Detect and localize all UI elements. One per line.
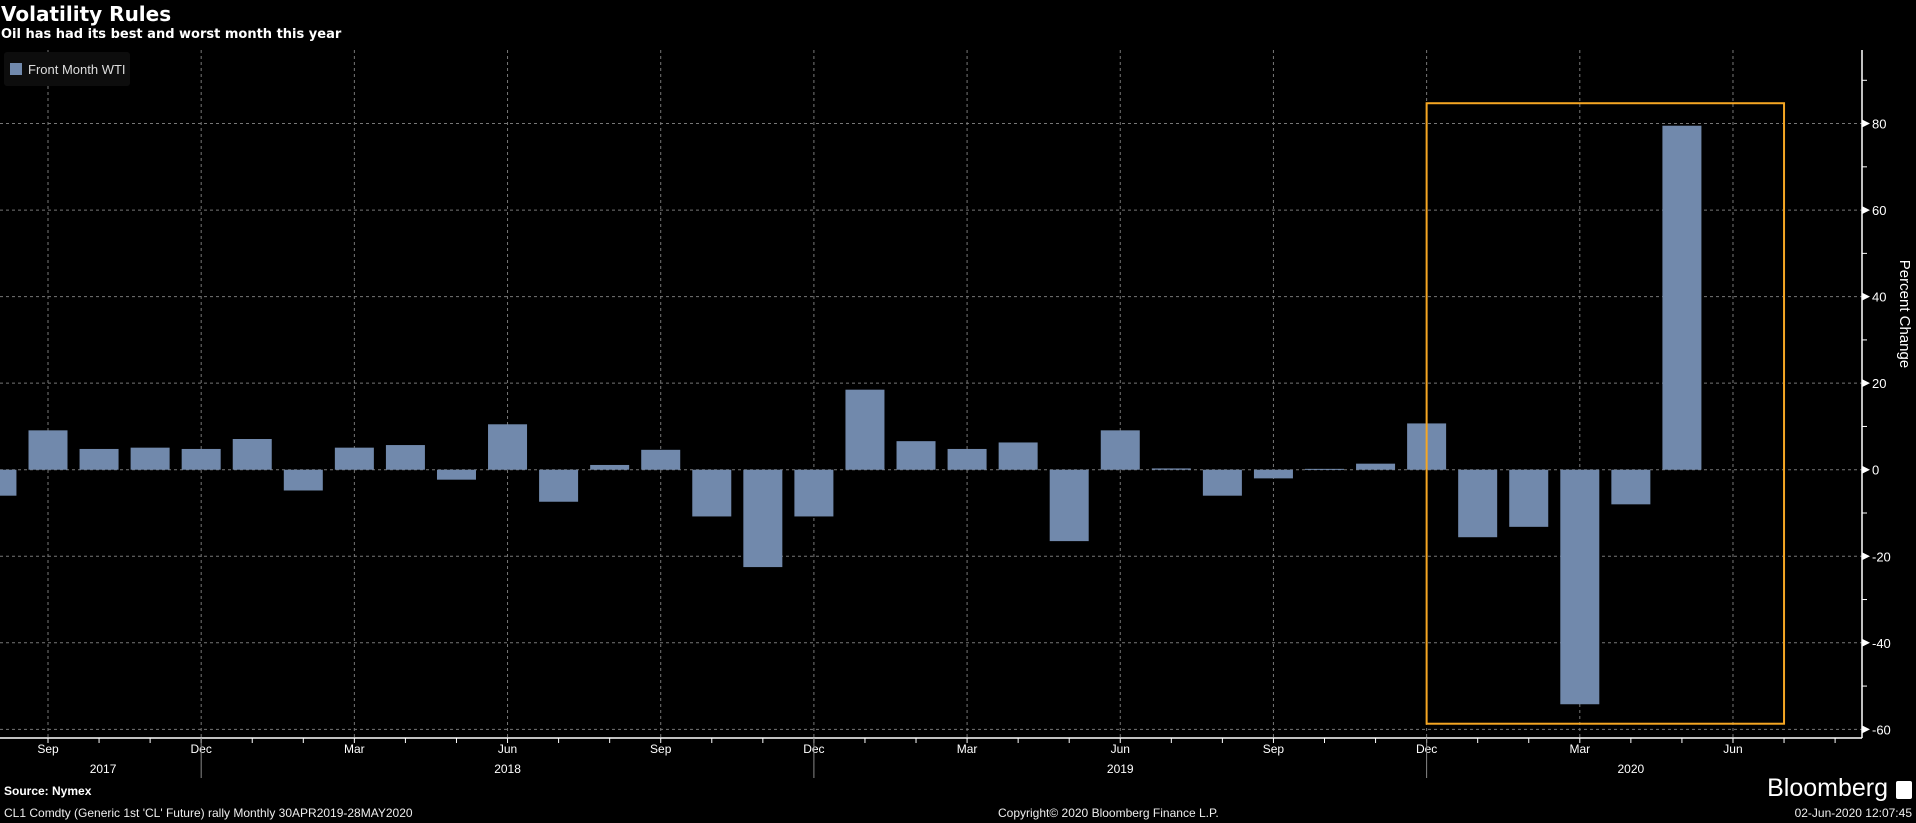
bar-2019-02	[896, 441, 936, 470]
bar-2020-05	[1662, 125, 1702, 470]
chart-subtitle: Oil has had its best and worst month thi…	[1, 27, 342, 42]
bar-2018-01	[232, 439, 272, 470]
bar-2017-09	[28, 430, 68, 470]
bar-2019-09	[1253, 469, 1293, 479]
x-month-label: Sep	[650, 742, 672, 756]
bar-2017-10	[79, 448, 119, 470]
y-tick-marker	[1862, 119, 1870, 128]
bar-2017-12	[181, 448, 221, 470]
bar-2018-02	[283, 469, 323, 491]
x-month-label: Sep	[37, 742, 59, 756]
bar-2020-01	[1458, 469, 1498, 538]
y-tick-label: -20	[1872, 549, 1891, 564]
timestamp: 02-Jun-2020 12:07:45	[1794, 806, 1912, 820]
chart-title: Volatility Rules	[1, 2, 172, 26]
y-tick-marker	[1862, 465, 1870, 474]
bar-2018-11	[743, 469, 783, 568]
bar-2018-08	[590, 464, 630, 470]
x-month-label: Jun	[1111, 742, 1130, 756]
y-tick-label: -60	[1872, 722, 1891, 737]
bar-2019-07	[1151, 468, 1191, 470]
y-tick-label: -40	[1872, 636, 1891, 651]
x-year-label: 2018	[494, 762, 521, 776]
x-year-label: 2019	[1107, 762, 1134, 776]
x-year-label: 2017	[90, 762, 117, 776]
y-tick-label: 20	[1872, 376, 1886, 391]
x-year-label: 2020	[1618, 762, 1645, 776]
y-tick-label: 40	[1872, 290, 1886, 305]
x-month-label: Mar	[344, 742, 365, 756]
bar-2019-05	[1049, 469, 1089, 542]
bar-2018-05	[436, 469, 476, 480]
bar-2018-09	[641, 449, 681, 470]
y-tick-marker	[1862, 292, 1870, 301]
source-note: Source: Nymex	[4, 784, 92, 798]
x-month-label: Mar	[957, 742, 978, 756]
y-axis-label: Percent Change	[1896, 260, 1913, 368]
y-tick-marker	[1862, 638, 1870, 647]
series-description: CL1 Comdty (Generic 1st 'CL' Future) ral…	[4, 806, 413, 820]
bar-2018-12	[794, 469, 834, 517]
bar-2019-03	[947, 448, 987, 470]
x-month-label: Jun	[1723, 742, 1742, 756]
bar-2017-11	[130, 447, 170, 470]
bloomberg-logo-icon	[1896, 781, 1912, 799]
y-tick-marker	[1862, 379, 1870, 388]
x-month-label: Mar	[1569, 742, 1590, 756]
bloomberg-logo: Bloomberg	[1767, 774, 1888, 802]
y-tick-marker	[1862, 725, 1870, 734]
y-tick-label: 0	[1872, 463, 1879, 478]
bar-2019-01	[845, 389, 885, 470]
bar-2018-07	[539, 469, 579, 502]
bar-2019-08	[1202, 469, 1242, 496]
bar-2019-06	[1100, 430, 1140, 470]
legend-label: Front Month WTI	[28, 61, 126, 77]
legend: Front Month WTI	[4, 52, 130, 86]
x-month-label: Jun	[498, 742, 517, 756]
bar-2018-06	[488, 424, 528, 470]
bar-2020-04	[1611, 469, 1651, 505]
bar-2019-11	[1356, 463, 1396, 470]
bar-2019-04	[998, 442, 1038, 470]
x-month-label: Sep	[1263, 742, 1285, 756]
bar-2018-10	[692, 469, 732, 517]
bar-2018-04	[385, 445, 425, 470]
legend-swatch	[10, 63, 22, 75]
bar-2017-08	[0, 469, 17, 496]
bar-2019-10	[1305, 468, 1344, 470]
highlight-box	[1425, 102, 1786, 725]
bar-2020-02	[1509, 469, 1549, 527]
y-tick-label: 60	[1872, 203, 1886, 218]
copyright: Copyright© 2020 Bloomberg Finance L.P.	[998, 806, 1219, 820]
bar-2018-03	[334, 447, 374, 470]
y-tick-marker	[1862, 206, 1870, 215]
y-tick-marker	[1862, 552, 1870, 561]
bar-2020-03	[1560, 469, 1600, 705]
y-tick-label: 80	[1872, 117, 1886, 132]
